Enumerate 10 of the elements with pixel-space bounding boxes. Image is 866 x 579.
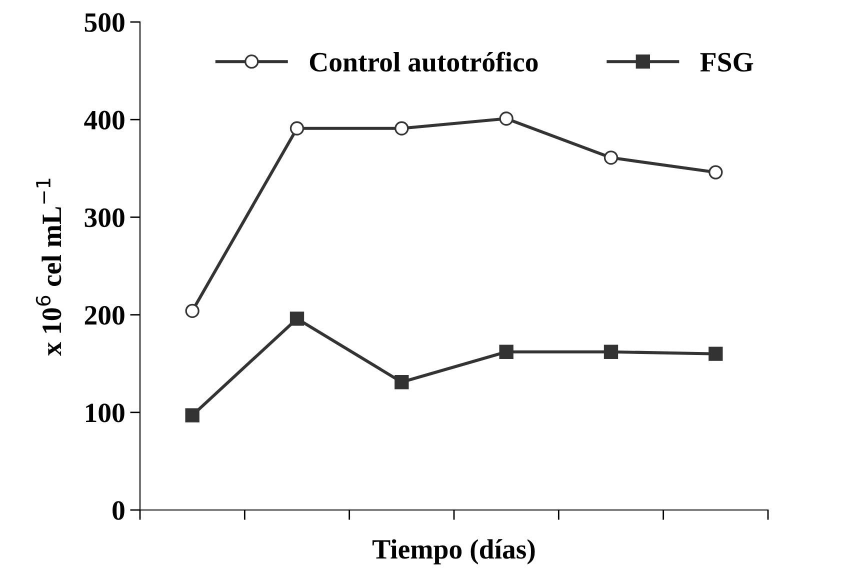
- legend-label: FSG: [700, 52, 754, 72]
- y-tick-label: 400: [84, 110, 124, 130]
- y-tick-label: 0: [112, 501, 124, 520]
- y-tick-label: 100: [86, 404, 124, 422]
- y-tick-label: 200: [84, 306, 124, 325]
- x-axis-title: Tiempo (días): [372, 539, 535, 564]
- y-tick-label: 500: [84, 13, 124, 32]
- y-tick-label: 300: [84, 208, 124, 228]
- y-axis-title: x 10$^{6}$ cel mL$^{−1}$: [36, 178, 62, 356]
- legend-label: Control autotrófico: [310, 52, 538, 72]
